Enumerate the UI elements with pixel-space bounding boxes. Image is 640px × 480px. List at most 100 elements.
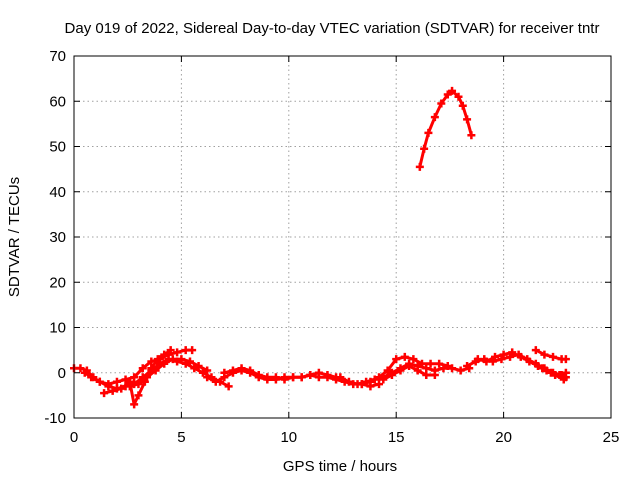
data-point-marker <box>104 382 113 391</box>
data-point-marker <box>246 366 255 375</box>
data-point-marker <box>211 377 220 386</box>
x-axis-label: GPS time / hours <box>283 458 397 475</box>
data-point-marker <box>323 373 332 382</box>
series-line-trace-4 <box>128 357 209 388</box>
data-point-marker <box>177 355 186 364</box>
data-point-marker <box>430 113 439 122</box>
y-tick-label: 50 <box>49 139 66 156</box>
data-point-marker <box>473 355 482 364</box>
data-point-marker <box>443 90 452 99</box>
data-point-marker <box>125 382 134 391</box>
data-point-marker <box>297 373 306 382</box>
data-point-marker <box>491 352 500 361</box>
data-point-marker <box>190 364 199 373</box>
y-tick-label: 40 <box>49 184 66 201</box>
data-point-marker <box>538 364 547 373</box>
y-tick-label: 30 <box>49 229 66 246</box>
y-tick-label: -10 <box>44 410 66 427</box>
x-tick-label: 20 <box>495 429 512 446</box>
data-point-marker <box>166 346 175 355</box>
data-point-marker <box>130 373 139 382</box>
data-point-marker <box>237 364 246 373</box>
data-point-marker <box>173 348 182 357</box>
data-point-marker <box>95 377 104 386</box>
data-point-marker <box>100 389 109 398</box>
data-point-marker <box>198 368 207 377</box>
data-point-marker <box>336 373 345 382</box>
data-point-marker <box>456 366 465 375</box>
data-point-marker <box>549 352 558 361</box>
data-point-marker <box>344 377 353 386</box>
data-point-marker <box>430 371 439 380</box>
data-point-marker <box>108 386 117 395</box>
data-point-marker <box>409 355 418 364</box>
data-point-marker <box>422 371 431 380</box>
data-point-marker <box>121 375 130 384</box>
data-point-marker <box>271 373 280 382</box>
data-point-marker <box>112 377 121 386</box>
data-point-marker <box>224 382 233 391</box>
data-point-marker <box>383 366 392 375</box>
data-point-marker <box>366 377 375 386</box>
data-point-marker <box>203 373 212 382</box>
data-point-marker <box>422 364 431 373</box>
data-point-marker <box>415 162 424 171</box>
data-point-marker <box>168 355 177 364</box>
data-point-marker <box>220 368 229 377</box>
data-point-marker <box>448 364 457 373</box>
data-point-marker <box>185 357 194 366</box>
data-point-marker <box>561 368 570 377</box>
data-point-marker <box>87 373 96 382</box>
data-point-marker <box>263 373 272 382</box>
y-axis-label: SDTVAR / TECUs <box>6 177 23 297</box>
y-tick-label: 70 <box>49 48 66 65</box>
data-point-marker <box>375 373 384 382</box>
data-point-marker <box>437 99 446 108</box>
data-point-marker <box>424 128 433 137</box>
data-point-marker <box>153 355 162 364</box>
data-point-marker <box>387 371 396 380</box>
data-point-marker <box>160 359 169 368</box>
x-tick-label: 15 <box>388 429 405 446</box>
data-point-marker <box>561 355 570 364</box>
data-point-marker <box>375 380 384 389</box>
data-point-marker <box>332 375 341 384</box>
y-tick-label: 10 <box>49 320 66 337</box>
data-point-marker <box>117 384 126 393</box>
data-point-marker <box>499 350 508 359</box>
data-point-marker <box>130 400 139 409</box>
data-point-marker <box>531 346 540 355</box>
data-point-marker <box>400 352 409 361</box>
data-point-marker <box>540 350 549 359</box>
data-point-marker <box>546 368 555 377</box>
data-point-marker <box>80 368 89 377</box>
data-point-marker <box>396 366 405 375</box>
data-point-marker <box>516 352 525 361</box>
series-line-trace-5 <box>205 369 338 384</box>
data-point-marker <box>463 115 472 124</box>
data-point-marker <box>203 366 212 375</box>
data-point-marker <box>143 373 152 382</box>
data-point-marker <box>160 350 169 359</box>
data-point-marker <box>188 346 197 355</box>
data-point-marker <box>420 144 429 153</box>
chart-title: Day 019 of 2022, Sidereal Day-to-day VTE… <box>65 20 600 37</box>
data-point-marker <box>151 366 160 375</box>
y-tick-label: 60 <box>49 93 66 110</box>
x-tick-label: 25 <box>603 429 620 446</box>
x-tick-label: 10 <box>280 429 297 446</box>
data-point-marker <box>555 371 564 380</box>
data-point-marker <box>559 375 568 384</box>
data-point-marker <box>194 361 203 370</box>
data-point-marker <box>458 101 467 110</box>
data-point-marker <box>426 359 435 368</box>
data-point-marker <box>482 357 491 366</box>
data-series <box>70 86 570 409</box>
data-point-marker <box>525 357 534 366</box>
data-point-marker <box>147 357 156 366</box>
data-point-marker <box>435 359 444 368</box>
data-point-marker <box>448 86 457 95</box>
data-point-marker <box>138 364 147 373</box>
x-tick-label: 5 <box>177 429 185 446</box>
